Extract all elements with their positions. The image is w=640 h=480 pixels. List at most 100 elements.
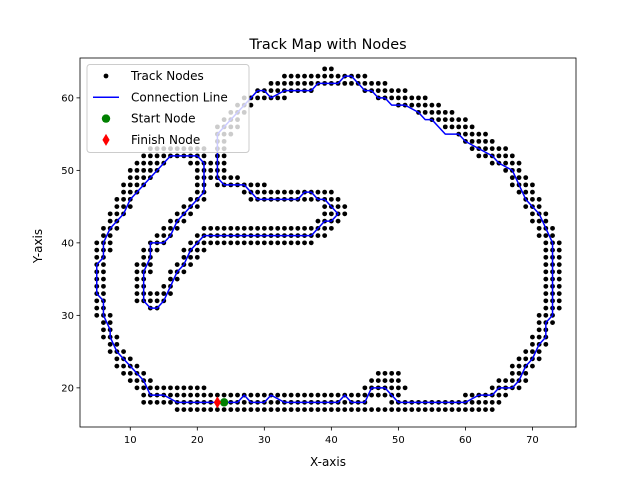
track-node — [476, 399, 482, 405]
track-node — [261, 225, 267, 231]
track-node — [308, 407, 314, 413]
track-node — [188, 160, 193, 166]
track-node — [308, 225, 314, 231]
track-node — [442, 109, 448, 115]
track-node — [127, 182, 133, 188]
track-node — [107, 341, 113, 347]
track-node — [275, 407, 281, 413]
track-node — [141, 385, 147, 391]
track-node — [456, 117, 462, 123]
legend-start-node-label: Start Node — [131, 112, 195, 126]
track-node — [168, 276, 173, 282]
track-node — [282, 240, 287, 246]
track-node — [342, 407, 348, 413]
track-node — [248, 240, 254, 246]
track-node — [543, 254, 549, 260]
track-node — [141, 399, 147, 405]
track-node — [523, 175, 529, 181]
track-node — [489, 385, 495, 391]
track-node — [208, 240, 214, 246]
legend-connection-line-label: Connection Line — [131, 90, 228, 104]
track-node — [530, 334, 535, 340]
track-node — [268, 80, 274, 86]
track-node — [442, 124, 448, 130]
track-node — [536, 349, 542, 355]
track-node — [275, 225, 281, 231]
track-node — [147, 298, 153, 304]
track-node — [463, 131, 468, 137]
track-node — [134, 175, 140, 181]
track-node — [101, 283, 106, 289]
track-node — [208, 167, 214, 173]
track-node — [141, 254, 147, 260]
track-node — [436, 109, 441, 115]
track-node — [550, 320, 555, 326]
track-node — [161, 399, 167, 405]
track-node — [147, 378, 153, 384]
track-node — [362, 80, 368, 86]
track-node — [154, 233, 160, 239]
track-node — [335, 196, 341, 202]
track-node — [302, 73, 307, 79]
track-node — [530, 196, 535, 202]
track-node — [328, 66, 334, 72]
track-node — [436, 102, 441, 108]
track-node — [121, 204, 126, 210]
track-node — [543, 211, 549, 217]
track-node — [221, 160, 227, 166]
track-node — [322, 73, 328, 79]
track-node — [255, 392, 261, 398]
track-node — [489, 399, 495, 405]
track-node — [503, 160, 509, 166]
legend-finish-node-label: Finish Node — [131, 133, 200, 147]
track-node — [141, 175, 147, 181]
track-node — [201, 407, 207, 413]
track-node — [389, 407, 395, 413]
track-node — [101, 225, 106, 231]
track-node — [402, 95, 408, 101]
track-node — [556, 291, 562, 297]
track-node — [255, 240, 261, 246]
track-node — [449, 407, 455, 413]
track-node — [503, 146, 509, 152]
track-node — [476, 407, 482, 413]
track-node — [543, 269, 549, 275]
track-node — [322, 407, 328, 413]
track-node — [302, 407, 307, 413]
track-node — [255, 182, 261, 188]
track-node — [322, 211, 328, 217]
track-node — [496, 146, 502, 152]
track-node — [241, 240, 247, 246]
track-node — [530, 211, 535, 217]
track-node — [402, 385, 408, 391]
track-node — [181, 254, 187, 260]
track-node — [496, 392, 502, 398]
track-node — [288, 407, 294, 413]
track-node — [550, 233, 555, 239]
track-node — [241, 399, 247, 405]
track-node — [543, 312, 549, 318]
track-node — [483, 153, 488, 159]
track-node — [114, 211, 120, 217]
track-node — [282, 73, 287, 79]
track-node — [328, 73, 334, 79]
track-node — [389, 385, 395, 391]
track-node — [248, 182, 254, 188]
track-node — [382, 392, 388, 398]
track-node — [349, 407, 354, 413]
track-node — [543, 240, 549, 246]
x-tick-label: 50 — [392, 435, 405, 446]
track-node — [483, 146, 488, 152]
track-node — [221, 167, 227, 173]
track-node — [147, 269, 153, 275]
track-node — [161, 385, 167, 391]
track-node — [302, 240, 307, 246]
track-node — [168, 385, 173, 391]
track-node — [268, 88, 274, 94]
track-node — [422, 102, 428, 108]
track-node — [389, 370, 395, 376]
track-node — [268, 407, 274, 413]
track-node — [134, 276, 140, 282]
track-node — [483, 399, 488, 405]
track-node — [355, 407, 361, 413]
